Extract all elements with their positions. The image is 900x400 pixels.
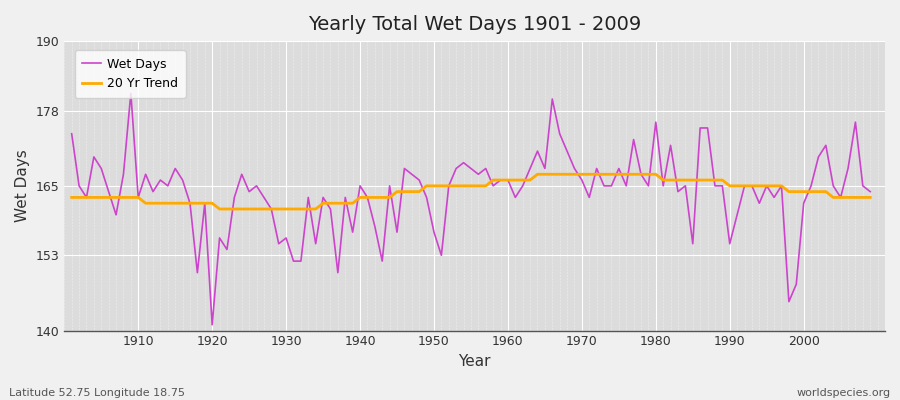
20 Yr Trend: [214, 207, 225, 212]
20 Yr Trend: [125, 195, 136, 200]
Legend: Wet Days, 20 Yr Trend: Wet Days, 20 Yr Trend: [75, 50, 185, 98]
Wet Days: [207, 322, 218, 327]
20 Yr Trend: [510, 178, 521, 182]
Wet Days: [347, 230, 358, 234]
Wet Days: [606, 184, 616, 188]
Wet Days: [303, 195, 314, 200]
Line: Wet Days: Wet Days: [72, 93, 870, 325]
20 Yr Trend: [502, 178, 513, 182]
20 Yr Trend: [295, 207, 306, 212]
Text: worldspecies.org: worldspecies.org: [796, 388, 891, 398]
X-axis label: Year: Year: [458, 354, 491, 369]
Y-axis label: Wet Days: Wet Days: [15, 150, 30, 222]
Wet Days: [125, 91, 136, 96]
20 Yr Trend: [340, 201, 351, 206]
Wet Days: [67, 131, 77, 136]
Title: Yearly Total Wet Days 1901 - 2009: Yearly Total Wet Days 1901 - 2009: [308, 15, 642, 34]
20 Yr Trend: [606, 172, 616, 177]
Line: 20 Yr Trend: 20 Yr Trend: [72, 174, 870, 209]
Wet Days: [510, 195, 521, 200]
20 Yr Trend: [67, 195, 77, 200]
Wet Days: [865, 189, 876, 194]
20 Yr Trend: [532, 172, 543, 177]
Wet Days: [133, 195, 144, 200]
20 Yr Trend: [865, 195, 876, 200]
Text: Latitude 52.75 Longitude 18.75: Latitude 52.75 Longitude 18.75: [9, 388, 185, 398]
Wet Days: [518, 184, 528, 188]
